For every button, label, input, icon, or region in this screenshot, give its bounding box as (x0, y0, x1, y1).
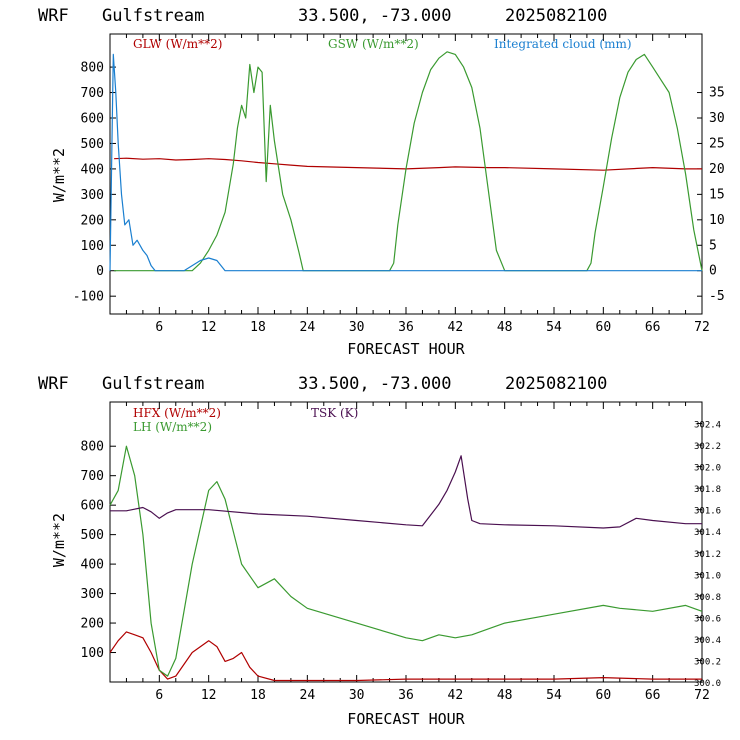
panel-1-y-tick-label: 700 (81, 86, 104, 101)
panel-2-y2-tick-label: 301.2 (694, 550, 721, 560)
panel-1-y2-tick-label: 25 (709, 136, 725, 151)
panel-2-legend-hfx: HFX (W/m**2) (133, 406, 221, 420)
panel-1-y2-tick-label: -5 (709, 289, 725, 304)
panel-2-x-tick-label: 72 (694, 688, 710, 703)
panel-2-x-tick-label: 54 (546, 688, 562, 703)
panel-1-y-axis-label: W/m**2 (50, 148, 68, 202)
panel-1-x-tick-label: 36 (398, 320, 414, 335)
panel-2-y2-tick-label: 300.4 (694, 636, 721, 646)
panel-2-header-coords: 33.500, -73.000 (298, 374, 452, 394)
panel-2-x-tick-label: 12 (201, 688, 217, 703)
panel-1-header-coords: 33.500, -73.000 (298, 6, 452, 26)
panel-2-y2-tick-label: 300.8 (694, 593, 721, 603)
panel-1-y-tick-label: 300 (81, 188, 104, 203)
panel-1-legend-cloud: Integrated cloud (mm) (494, 37, 632, 51)
panel-2-x-tick-label: 36 (398, 688, 414, 703)
panel-2-legend-tsk: TSK (K) (311, 406, 358, 420)
panel-2-series-line-1 (109, 445, 703, 677)
panel-1-x-tick-label: 12 (201, 320, 217, 335)
panel-1-y-tick-label: 600 (81, 112, 104, 127)
panel-2-y2-tick-label: 301.0 (694, 571, 721, 581)
panel-2-series-line-2 (110, 455, 702, 529)
panel-2-series (109, 445, 703, 682)
panel-1-y2-tick-label: 10 (709, 213, 725, 228)
panel-1-series-line-0 (114, 157, 702, 171)
panel-2-x-axis-label: FORECAST HOUR (347, 710, 465, 728)
panel-2-y2-tick-label: 301.4 (694, 528, 721, 538)
panel-2-x-tick-label: 18 (250, 688, 266, 703)
panel-2-axes: 6 12 18 24 30 36 42 48 54 60 66 72 100 200 300 400 500 60… (81, 402, 721, 703)
panel-1-header-date: 2025082100 (505, 6, 607, 26)
panel-2-y-tick-label: 200 (81, 617, 104, 632)
panel-1-x-tick-label: 66 (645, 320, 661, 335)
panel-1-x-tick-label: 18 (250, 320, 266, 335)
panel-1-series-line-2 (109, 53, 702, 272)
panel-1-series-line-1 (114, 51, 703, 272)
panel-2-y2-tick-label: 301.6 (694, 507, 721, 517)
panel-1-y2-tick-label: 20 (709, 162, 725, 177)
panel-2-y2-tick-label: 300.0 (694, 679, 721, 689)
panel-1-plot-frame (109, 33, 703, 315)
panel-1-legend-gsw: GSW (W/m**2) (328, 37, 419, 51)
panel-2-y2-tick-label: 300.2 (694, 657, 721, 667)
panel-2-y-tick-label: 300 (81, 587, 104, 602)
panel-1-x-tick-label: 30 (349, 320, 365, 335)
panel-1-x-tick-label: 60 (596, 320, 612, 335)
panel-1-series (109, 51, 703, 272)
panel-1: WRF Gulfstream 33.500, -73.000 202508210… (38, 6, 725, 358)
panel-2-y2-tick-label: 302.4 (694, 421, 721, 431)
panel-1-y-tick-label: -100 (73, 290, 104, 305)
panel-1-axes: 6 12 18 24 30 36 42 48 54 60 66 72-1000100200300400… (73, 34, 725, 335)
panel-2-x-tick-label: 42 (448, 688, 464, 703)
panel-2-y-tick-label: 600 (81, 499, 104, 514)
panel-2-x-tick-label: 60 (596, 688, 612, 703)
panel-2-y-axis-label: W/m**2 (50, 513, 68, 567)
panel-1-x-tick-label: 72 (694, 320, 710, 335)
panel-1-x-tick-label: 48 (497, 320, 513, 335)
panel-1-header-model: WRF (38, 6, 69, 26)
panel-2-y-tick-label: 400 (81, 558, 104, 573)
panel-1-y-tick-label: 800 (81, 61, 104, 76)
panel-2-y-tick-label: 700 (81, 469, 104, 484)
panel-1-x-tick-label: 42 (448, 320, 464, 335)
panel-2-header-station: Gulfstream (102, 374, 204, 394)
panel-1-x-tick-label: 6 (155, 320, 163, 335)
panel-1-y-tick-label: 400 (81, 162, 104, 177)
panel-1-legend-glw: GLW (W/m**2) (133, 37, 222, 51)
panel-2-y-tick-label: 100 (81, 646, 104, 661)
panel-1-y-tick-label: 200 (81, 213, 104, 228)
panel-2-legend-lh: LH (W/m**2) (133, 420, 212, 434)
panel-2-header-date: 2025082100 (505, 374, 607, 394)
panel-1-y-tick-label: 0 (96, 264, 104, 279)
panel-2: WRF Gulfstream 33.500, -73.000 202508210… (38, 374, 721, 728)
panel-1-y2-tick-label: 30 (709, 111, 725, 126)
panel-2-y-tick-label: 500 (81, 528, 104, 543)
panel-2-y2-tick-label: 302.2 (694, 442, 721, 452)
panel-1-y2-tick-label: 5 (709, 238, 717, 253)
panel-2-y2-tick-label: 302.0 (694, 464, 721, 474)
panel-1-y2-tick-label: 35 (709, 86, 725, 101)
panel-1-y-tick-label: 500 (81, 137, 104, 152)
panel-2-y2-tick-label: 300.6 (694, 614, 721, 624)
panel-2-y2-tick-label: 301.8 (694, 485, 721, 495)
panel-2-plot-frame (109, 401, 703, 683)
panel-2-y-tick-label: 800 (81, 440, 104, 455)
panel-1-y2-tick-label: 15 (709, 187, 725, 202)
panel-1-x-axis-label: FORECAST HOUR (347, 340, 465, 358)
panel-1-x-tick-label: 54 (546, 320, 562, 335)
panel-1-y-tick-label: 100 (81, 239, 104, 254)
panel-2-x-tick-label: 48 (497, 688, 513, 703)
panel-2-x-tick-label: 6 (155, 688, 163, 703)
panel-2-x-tick-label: 30 (349, 688, 365, 703)
panel-2-x-tick-label: 24 (300, 688, 316, 703)
panel-1-x-tick-label: 24 (300, 320, 316, 335)
panel-2-series-line-0 (109, 631, 702, 682)
panel-1-y2-tick-label: 0 (709, 264, 717, 279)
panel-2-x-tick-label: 66 (645, 688, 661, 703)
panel-1-header-station: Gulfstream (102, 6, 204, 26)
panel-2-header-model: WRF (38, 374, 69, 394)
